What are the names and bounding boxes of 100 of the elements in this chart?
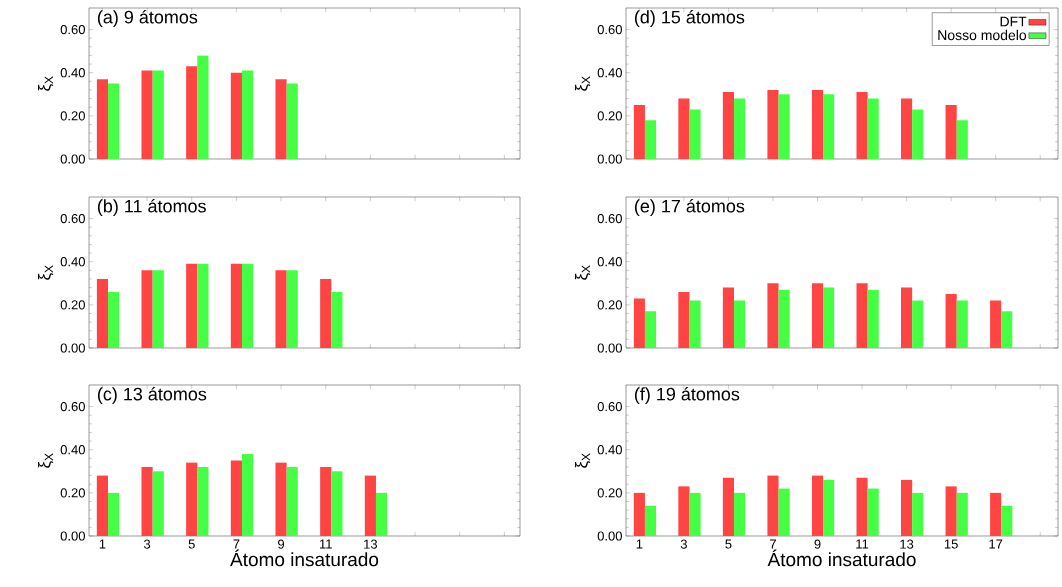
x-tick-label: 1 [99, 539, 106, 549]
bar [152, 471, 164, 536]
bar [811, 283, 824, 348]
legend-label: DFT [1000, 16, 1027, 27]
bar [1001, 311, 1013, 348]
bar [767, 89, 779, 159]
chart-title: (b) 11 átomos [97, 199, 206, 217]
bar [633, 298, 645, 348]
y-tick-label: 0.20 [597, 300, 622, 310]
bar [990, 492, 1002, 536]
bar [107, 291, 120, 348]
bar [689, 300, 701, 348]
y-axis-title: ξ$_{X}$ [38, 76, 54, 91]
bar [364, 475, 376, 536]
y-tick-label: 0.40 [60, 445, 85, 455]
bar [96, 79, 108, 159]
bar [1001, 505, 1013, 536]
y-tick-label: 0.00 [60, 154, 85, 164]
y-tick-label: 0.40 [597, 445, 622, 455]
chart-title: (c) 13 átomos [97, 387, 207, 405]
y-tick-label: 0.60 [597, 24, 622, 35]
bar [778, 94, 790, 159]
bar [823, 94, 835, 159]
x-tick-label: 9 [278, 539, 285, 549]
bar [901, 287, 913, 348]
y-tick-label: 0.40 [60, 68, 85, 78]
bar [867, 98, 879, 159]
y-tick-label: 0.20 [60, 111, 85, 121]
bar [644, 505, 657, 536]
y-tick-label: 0.60 [60, 213, 85, 224]
bar [186, 263, 198, 348]
bar [331, 291, 343, 348]
y-tick-label: 0.40 [597, 257, 622, 267]
bar [141, 466, 153, 536]
chart-title: (d) 15 átomos [634, 10, 745, 28]
y-tick-label: 0.60 [60, 24, 85, 35]
bar [286, 83, 298, 159]
bar [275, 79, 287, 159]
y-tick-label: 0.60 [597, 213, 622, 224]
y-tick-label: 0.20 [597, 488, 622, 498]
y-axis-title: ξ$_{X}$ [575, 76, 591, 91]
bar [778, 289, 790, 348]
bar [867, 488, 879, 536]
bar [722, 287, 735, 348]
bar [856, 477, 868, 536]
bar [767, 475, 779, 536]
bar [275, 462, 287, 536]
x-tick-label: 1 [636, 539, 643, 549]
bar [141, 270, 153, 348]
bar [734, 492, 746, 536]
bar [990, 300, 1002, 348]
y-tick-label: 0.40 [60, 257, 85, 267]
bar [823, 479, 835, 536]
bar [945, 105, 957, 159]
x-axis-title: Átomo insaturado [767, 549, 916, 567]
y-tick-label: 0.40 [597, 68, 622, 78]
bar [734, 300, 746, 348]
bar [96, 278, 108, 348]
y-axis-title: ξ$_{X}$ [38, 453, 54, 468]
bar [197, 263, 209, 348]
bar [778, 488, 790, 536]
bar [241, 263, 254, 348]
y-tick-label: 0.60 [597, 401, 622, 412]
y-tick-label: 0.00 [597, 531, 622, 541]
x-tick-label: 11 [856, 539, 869, 549]
bar [956, 300, 968, 348]
bar [375, 492, 388, 536]
y-tick-label: 0.60 [60, 401, 85, 412]
legend-label: Nosso modelo [938, 29, 1027, 41]
bar [811, 89, 824, 159]
bar [689, 109, 701, 159]
x-tick-label: 7 [233, 539, 240, 549]
bar [856, 283, 868, 348]
bar [320, 466, 332, 536]
x-tick-label: 5 [725, 539, 732, 549]
bar [286, 466, 298, 536]
x-tick-label: 13 [364, 539, 378, 549]
bar [107, 83, 120, 159]
y-axis-title: ξ$_{X}$ [575, 453, 591, 468]
y-axis-title: ξ$_{X}$ [38, 265, 54, 280]
x-axis-title: Átomo insaturado [230, 549, 379, 567]
bar [286, 270, 298, 348]
bar [856, 92, 868, 159]
bar [197, 55, 209, 159]
bar [678, 98, 690, 159]
bar [331, 471, 343, 536]
y-tick-label: 0.00 [60, 531, 85, 541]
bar [945, 486, 957, 536]
bar [275, 270, 287, 348]
x-tick-label: 5 [188, 539, 195, 549]
bar [734, 98, 746, 159]
x-tick-label: 13 [900, 539, 914, 549]
bar [912, 300, 924, 348]
bar [901, 479, 913, 536]
bar [230, 72, 242, 159]
bar [678, 486, 690, 536]
bar [644, 120, 657, 159]
bar [141, 70, 153, 159]
bar [230, 460, 242, 536]
bar [678, 291, 690, 348]
